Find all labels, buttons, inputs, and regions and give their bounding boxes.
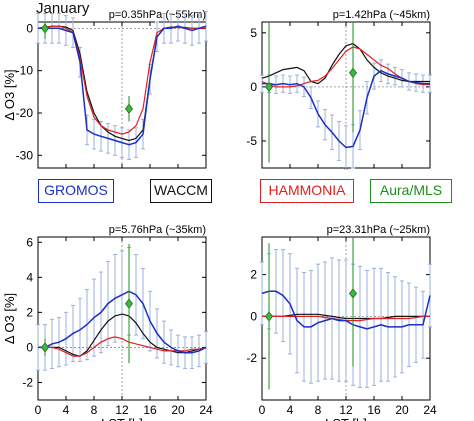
x-tick-label: 8 — [91, 403, 98, 417]
legend-aura-mls: Aura/MLS — [370, 179, 452, 203]
y-tick-label: -20 — [16, 106, 34, 120]
x-axis-label: LST [h] — [325, 416, 367, 421]
y-tick-label: 2 — [26, 305, 33, 319]
x-tick-label: 4 — [63, 403, 70, 417]
x-tick-label: 16 — [143, 403, 157, 417]
panel-title: p=0.35hPa (~55km) — [109, 9, 206, 21]
legend-aura-mls-label: Aura/MLS — [379, 182, 443, 198]
legend-waccm: WACCM — [150, 179, 212, 203]
series-line-gromos — [38, 290, 207, 354]
series-line-waccm — [261, 42, 430, 85]
mls-point — [124, 103, 134, 114]
y-tick-label: 0 — [250, 309, 257, 323]
mls-point — [40, 342, 50, 353]
y-tick-label: 6 — [26, 235, 33, 249]
x-tick-label: 20 — [395, 403, 409, 417]
mls-point — [264, 81, 274, 93]
panel-title: p=1.42hPa (~45km) — [333, 9, 430, 21]
legend-hammonia: HAMMONIA — [260, 179, 354, 203]
y-tick-label: -2 — [22, 375, 33, 389]
y-tick-label: -10 — [16, 64, 34, 78]
y-tick-label: 0 — [26, 21, 33, 35]
y-tick-label: 0 — [26, 340, 33, 354]
series-line-waccm — [38, 313, 207, 357]
y-tick-label: -30 — [16, 148, 34, 162]
x-tick-label: 16 — [367, 403, 381, 417]
legend-gromos-label: GROMOS — [44, 182, 108, 198]
mls-point — [348, 288, 358, 299]
y-tick-label: -5 — [246, 134, 257, 148]
x-tick-label: 24 — [199, 403, 213, 417]
series-line-gromos — [38, 25, 207, 146]
x-tick-label: 0 — [35, 403, 42, 417]
legend-waccm-label: WACCM — [154, 182, 208, 198]
y-tick-label: 2 — [250, 268, 257, 282]
mls-point — [124, 298, 134, 309]
mls-point — [348, 67, 358, 78]
x-tick-label: 12 — [115, 403, 129, 417]
series-line-gromos — [261, 290, 431, 330]
mls-point — [40, 23, 50, 34]
x-tick-label: 12 — [339, 403, 353, 417]
x-tick-label: 20 — [171, 403, 185, 417]
series-line-waccm — [262, 313, 430, 320]
y-tick-label: 5 — [250, 26, 257, 40]
y-tick-label: 0 — [250, 80, 257, 94]
panel-title: p=23.31hPa (~25km) — [327, 224, 430, 236]
y-tick-label: 4 — [26, 270, 33, 284]
mls-point — [264, 311, 274, 322]
series-line-gromos — [262, 69, 430, 149]
panel-title: p=5.76hPa (~35km) — [109, 224, 206, 236]
figure-title: January — [36, 0, 90, 17]
x-tick-label: 4 — [287, 403, 294, 417]
x-tick-label: 24 — [423, 403, 437, 417]
x-axis-label: LST [h] — [101, 416, 143, 421]
legend-gromos: GROMOS — [38, 179, 114, 203]
y-axis-label: Δ O3 [%] — [2, 69, 17, 120]
y-tick-label: -2 — [246, 351, 257, 365]
x-tick-label: 8 — [315, 403, 322, 417]
series-line-hammonia — [37, 25, 206, 135]
x-tick-label: 0 — [259, 403, 266, 417]
y-axis-label: Δ O3 [%] — [2, 293, 17, 344]
legend-hammonia-label: HAMMONIA — [268, 182, 346, 198]
